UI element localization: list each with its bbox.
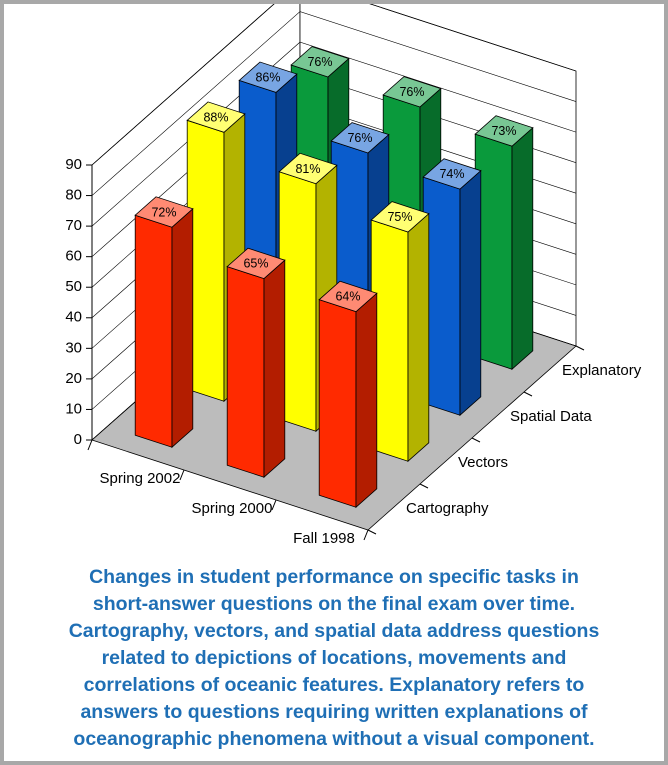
y-tick-label: 0 xyxy=(74,431,82,448)
x-tick xyxy=(363,529,369,541)
caption-line: oceanographic phenomena without a visual… xyxy=(73,728,594,750)
x-tick-label: Spring 2002 xyxy=(100,470,181,487)
depth-tick xyxy=(419,483,429,489)
bar xyxy=(226,247,286,479)
depth-label: Explanatory xyxy=(562,362,642,379)
caption-line: Cartography, vectors, and spatial data a… xyxy=(69,620,600,642)
caption-line: Changes in student performance on specif… xyxy=(89,566,579,588)
bar-side xyxy=(459,169,482,417)
bar-top xyxy=(290,46,350,78)
value-label: 73% xyxy=(491,124,516,138)
caption-line: answers to questions requiring written e… xyxy=(80,701,588,723)
value-label: 64% xyxy=(335,290,360,304)
value-label: 76% xyxy=(307,55,332,69)
bar-side xyxy=(355,292,378,509)
y-tick-label: 40 xyxy=(65,309,82,326)
bar-top xyxy=(382,76,442,108)
depth-label: Cartography xyxy=(406,500,489,517)
value-label: 65% xyxy=(243,257,268,271)
y-tick-label: 50 xyxy=(65,278,82,295)
bar-top xyxy=(186,101,246,133)
y-tick-label: 20 xyxy=(65,370,82,387)
caption-line: related to depictions of locations, move… xyxy=(102,647,567,669)
bar-front xyxy=(318,299,357,508)
bar-top xyxy=(318,280,378,313)
value-label: 86% xyxy=(255,71,280,85)
x-tick xyxy=(87,439,93,451)
y-tick-label: 90 xyxy=(65,156,82,173)
bar xyxy=(318,280,378,509)
bar-top xyxy=(238,61,298,93)
depth-tick xyxy=(523,391,533,397)
grid-line xyxy=(91,11,577,196)
bar-front xyxy=(226,266,265,478)
depth-label: Vectors xyxy=(458,454,508,471)
y-tick-label: 30 xyxy=(65,339,82,356)
x-tick xyxy=(179,469,185,481)
bar-side xyxy=(407,212,430,463)
y-tick-label: 80 xyxy=(65,187,82,204)
bar-top xyxy=(134,196,194,228)
x-tick-label: Spring 2000 xyxy=(192,500,273,517)
value-label: 72% xyxy=(151,205,176,219)
depth-label: Spatial Data xyxy=(510,408,592,425)
value-label: 81% xyxy=(295,162,320,176)
bar-top xyxy=(370,201,430,233)
bar-top xyxy=(422,158,482,190)
caption-line: short-answer questions on the final exam… xyxy=(93,593,575,615)
bar-side xyxy=(511,126,534,371)
bar-front xyxy=(134,214,173,448)
depth-tick xyxy=(575,345,585,351)
value-label: 74% xyxy=(439,167,464,181)
bar xyxy=(134,196,194,449)
bar xyxy=(474,115,534,371)
y-tick-label: 70 xyxy=(65,217,82,234)
bar xyxy=(370,201,430,463)
bar-top xyxy=(226,247,286,280)
x-tick-label: Fall 1998 xyxy=(293,530,355,547)
bar xyxy=(422,158,482,417)
depth-tick xyxy=(367,529,377,535)
grid-line xyxy=(91,4,577,166)
caption-line: correlations of oceanic features. Explan… xyxy=(84,674,585,696)
bar-top xyxy=(330,122,390,154)
bar-side xyxy=(171,207,194,449)
bar-top xyxy=(278,152,338,185)
y-tick-label: 10 xyxy=(65,400,82,417)
value-label: 75% xyxy=(387,210,412,224)
x-tick xyxy=(271,499,277,511)
chart: 0 10 20 30 40 50 60 70 80 90 Spring 2002 Spring 200… xyxy=(65,4,642,750)
grid-line xyxy=(91,41,577,227)
y-tick-label: 60 xyxy=(65,248,82,265)
value-label: 76% xyxy=(399,85,424,99)
value-label: 88% xyxy=(203,110,228,124)
value-label: 76% xyxy=(347,131,372,145)
depth-tick xyxy=(471,437,481,443)
bar-top xyxy=(474,115,534,147)
bar-side xyxy=(263,259,286,479)
